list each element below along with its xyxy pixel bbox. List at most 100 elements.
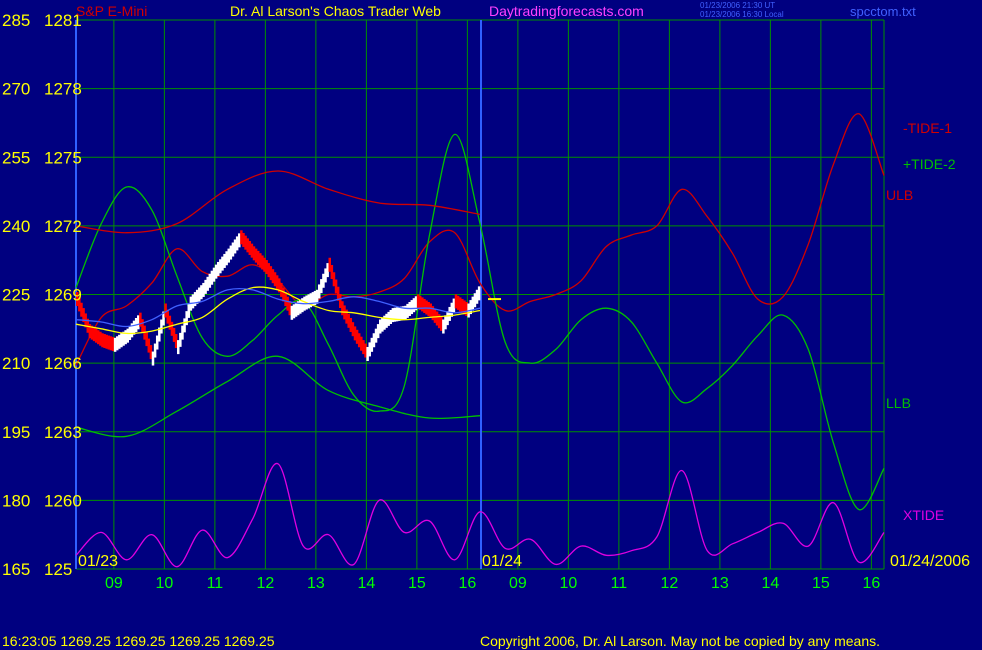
price-bar (372, 333, 376, 348)
price-bar (351, 322, 355, 337)
price-bar (362, 340, 365, 355)
series-line-blueaverage (75, 287, 481, 328)
y-tick-inner: 1278 (44, 80, 82, 99)
price-bar (183, 318, 186, 333)
price-bar (423, 298, 426, 313)
y-tick-outer: 165 (2, 560, 30, 579)
price-bar (320, 279, 323, 294)
price-bar (191, 294, 195, 309)
price-bar (99, 331, 102, 346)
price-bar (444, 315, 447, 330)
price-bar (381, 317, 384, 332)
y-tick-inner: 1266 (44, 354, 82, 373)
price-bar (107, 335, 111, 350)
price-bar (458, 297, 462, 312)
price-bar (115, 336, 119, 351)
price-bar (368, 342, 371, 357)
series-line-average (75, 286, 481, 335)
price-bar (366, 346, 369, 361)
price-bar (296, 301, 300, 316)
price-bar (193, 292, 197, 307)
price-bar (240, 230, 243, 245)
price-bar (332, 272, 336, 287)
price-bar (475, 289, 479, 304)
price-bar (313, 290, 317, 305)
price-bar (391, 308, 395, 323)
price-bar (97, 330, 100, 345)
price-bar (292, 304, 296, 319)
x-tick-label: 11 (207, 575, 224, 592)
price-bar (202, 282, 205, 297)
price-bar (410, 300, 414, 315)
price-bar (431, 306, 435, 321)
price-bar (151, 351, 155, 366)
price-bar (233, 239, 237, 254)
price-bar (88, 324, 92, 339)
price-bar (227, 248, 230, 263)
price-bar (345, 309, 348, 324)
price-bar (355, 329, 359, 344)
chart-center-title: Dr. Al Larson's Chaos Trader Web (230, 3, 441, 19)
price-bar (219, 259, 222, 274)
price-bar (315, 289, 319, 304)
price-bar (206, 276, 209, 291)
price-bar (421, 297, 424, 312)
x-tick-label: 10 (155, 575, 173, 592)
price-bar (82, 308, 85, 323)
footer-copyright: Copyright 2006, Dr. Al Larson. May not b… (480, 633, 880, 649)
price-bar (442, 319, 445, 334)
price-bar (252, 246, 256, 261)
price-bar (212, 267, 216, 282)
price-bar (130, 323, 134, 338)
x-tick-label: 10 (559, 575, 577, 592)
price-bar (294, 302, 298, 317)
price-bar (221, 256, 224, 271)
price-bar (118, 334, 121, 349)
price-bar (101, 333, 104, 348)
price-bar (172, 327, 176, 342)
x-tick-label: 09 (105, 575, 123, 592)
y-tick-outer: 210 (2, 354, 30, 373)
price-bar (418, 295, 422, 310)
price-bar (170, 321, 174, 336)
price-bar (379, 319, 382, 334)
chart-file-name: spcctom.txt (850, 4, 916, 19)
price-bar (235, 236, 239, 251)
price-bar (198, 287, 201, 302)
price-bar (166, 309, 169, 324)
price-bar (429, 303, 432, 318)
price-bar (90, 325, 94, 340)
price-bar (389, 309, 393, 324)
price-bar (360, 336, 363, 351)
price-bar (109, 336, 113, 351)
price-bar (263, 257, 266, 272)
price-bar (113, 337, 117, 352)
price-bar (76, 292, 79, 307)
price-bar (120, 333, 123, 348)
price-bar (284, 292, 287, 307)
price-bar (448, 306, 451, 321)
x-tick-label: 14 (761, 575, 779, 592)
price-bar (275, 275, 279, 290)
price-bar (334, 279, 338, 294)
price-bar (393, 307, 397, 322)
price-bar (435, 311, 439, 326)
price-bar (465, 301, 468, 316)
footer-quote: 16:23:05 1269.25 1269.25 1269.25 1269.25 (2, 633, 275, 649)
price-bar (301, 298, 304, 313)
price-bar (288, 301, 292, 316)
price-bar (376, 324, 380, 339)
price-bar (246, 238, 249, 253)
price-bar (185, 311, 188, 326)
price-bar (78, 297, 81, 312)
price-bar (307, 294, 310, 309)
chart-site: Daytradingforecasts.com (489, 3, 644, 19)
series-line-tide2 (75, 133, 885, 511)
price-bar (250, 243, 254, 258)
price-bar (471, 296, 475, 311)
y-tick-outer: 270 (2, 80, 30, 99)
price-bar (416, 294, 420, 309)
price-bar (341, 301, 344, 316)
price-bar (273, 272, 277, 287)
